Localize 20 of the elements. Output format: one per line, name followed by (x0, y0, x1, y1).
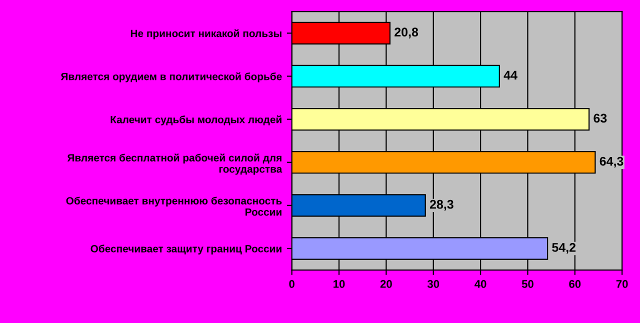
y-tick-label: Является орудием в политической борьбе (60, 72, 282, 82)
x-tick-label: 20 (380, 280, 392, 288)
data-label: 44 (504, 70, 518, 80)
x-tick-label: 40 (474, 280, 486, 288)
x-tick-label: 10 (334, 280, 345, 288)
y-tick-label: Обеспечивает внутреннюю безопасность России (66, 196, 282, 216)
data-label: 54,2 (552, 243, 576, 254)
data-label: 20,8 (394, 28, 418, 38)
data-label: 63 (594, 114, 607, 123)
data-label: 28,3 (430, 200, 454, 211)
x-tick-label: 0 (289, 280, 294, 288)
x-tick-label: 70 (616, 280, 628, 288)
data-label: 64,3 (600, 156, 624, 168)
y-tick-label: Обеспечивает защиту границ России (90, 244, 282, 254)
y-tick-label: Калечит судьбы молодых людей (110, 115, 282, 126)
y-tick-label: Не приносит никакой пользы (130, 29, 282, 40)
x-tick-label: 60 (569, 280, 581, 288)
x-tick-label: 50 (522, 280, 534, 288)
x-tick-label: 30 (427, 280, 440, 288)
y-tick-label: Является бесплатной рабочей силой для государства (67, 154, 282, 175)
